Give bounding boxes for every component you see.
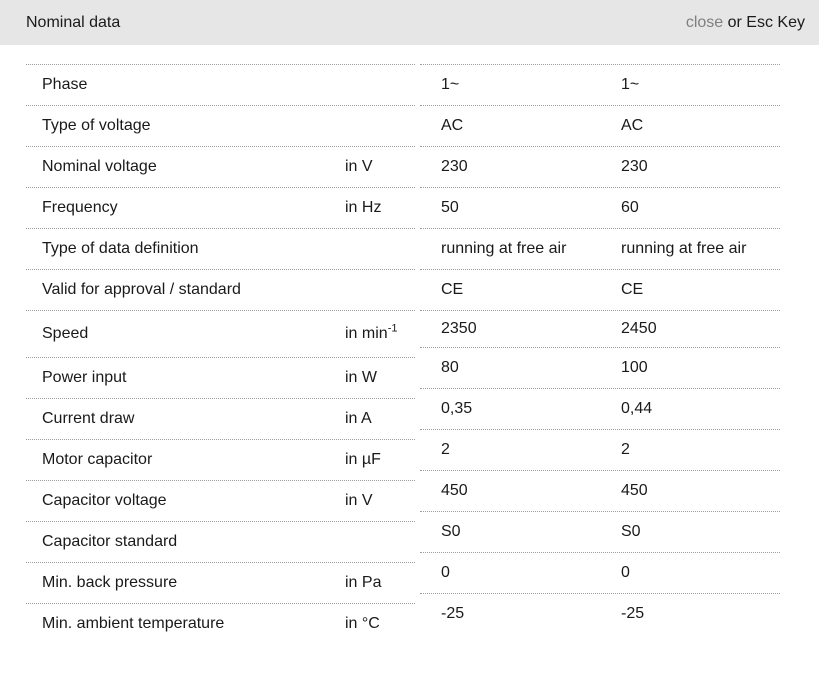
parameter-unit: in min-1 bbox=[345, 322, 398, 342]
value-variant-1: 230 bbox=[441, 158, 468, 175]
table-row-values: 0 0 bbox=[420, 552, 780, 593]
parameter-label: Type of voltage bbox=[42, 117, 151, 134]
table-row-parameter: Type of data definition bbox=[26, 228, 415, 269]
table-row-values: 80 100 bbox=[420, 347, 780, 388]
value-variant-2: 100 bbox=[621, 359, 648, 376]
value-variant-2: CE bbox=[621, 281, 644, 298]
parameter-unit: in Hz bbox=[345, 199, 382, 216]
table-row-parameter: Min. back pressure in Pa bbox=[26, 562, 415, 603]
value-variant-2: 0,44 bbox=[621, 400, 653, 417]
table-row-parameter: Min. ambient temperature in °C bbox=[26, 603, 415, 644]
value-variant-1: 450 bbox=[441, 482, 468, 499]
value-variant-2: -25 bbox=[621, 605, 645, 622]
nominal-data-table: Phase Type of voltage Nominal voltage in… bbox=[26, 64, 819, 644]
parameters-table: Phase Type of voltage Nominal voltage in… bbox=[26, 64, 415, 644]
parameter-label: Valid for approval / standard bbox=[42, 281, 241, 298]
value-variant-1: 1~ bbox=[441, 76, 460, 93]
value-variant-2: 1~ bbox=[621, 76, 640, 93]
value-variant-1: 2350 bbox=[441, 320, 477, 337]
table-row-values: 2 2 bbox=[420, 429, 780, 470]
parameter-label: Min. ambient temperature bbox=[42, 615, 225, 632]
table-row-values: 1~ 1~ bbox=[420, 64, 780, 105]
parameter-label: Current draw bbox=[42, 410, 135, 427]
parameter-unit: in °C bbox=[345, 615, 380, 632]
parameter-label: Nominal voltage bbox=[42, 158, 157, 175]
value-variant-1: 0,35 bbox=[441, 400, 473, 417]
parameter-label: Phase bbox=[42, 76, 88, 93]
close-link[interactable]: close bbox=[685, 13, 724, 31]
table-row-values: 2350 2450 bbox=[420, 310, 780, 347]
parameter-label: Capacitor standard bbox=[42, 533, 178, 550]
value-variant-2: 2450 bbox=[621, 320, 657, 337]
value-variant-2: running at free air bbox=[621, 240, 747, 257]
value-variant-1: AC bbox=[441, 117, 464, 134]
table-row-values: 0,35 0,44 bbox=[420, 388, 780, 429]
table-row-parameter: Power input in W bbox=[26, 357, 415, 398]
parameter-label: Type of data definition bbox=[42, 240, 199, 257]
table-row-parameter: Current draw in A bbox=[26, 398, 415, 439]
parameter-unit: in µF bbox=[345, 451, 381, 468]
table-row-parameter: Capacitor voltage in V bbox=[26, 480, 415, 521]
table-row-values: S0 S0 bbox=[420, 511, 780, 552]
esc-key-hint: or Esc Key bbox=[723, 13, 805, 31]
parameter-label: Capacitor voltage bbox=[42, 492, 167, 509]
dialog-title: Nominal data bbox=[26, 13, 121, 31]
value-variant-1: 50 bbox=[441, 199, 459, 216]
parameter-unit: in V bbox=[345, 158, 373, 175]
value-variant-1: running at free air bbox=[441, 240, 567, 257]
dialog-close-area: close or Esc Key bbox=[659, 0, 805, 50]
table-row-parameter: Speed in min-1 bbox=[26, 310, 415, 357]
parameter-label: Min. back pressure bbox=[42, 574, 178, 591]
values-table: 1~ 1~ AC AC 230 230 50 60 running at fre… bbox=[420, 64, 780, 634]
value-variant-2: AC bbox=[621, 117, 644, 134]
table-row-parameter: Motor capacitor in µF bbox=[26, 439, 415, 480]
value-variant-1: -25 bbox=[441, 605, 465, 622]
table-row-parameter: Nominal voltage in V bbox=[26, 146, 415, 187]
table-row-values: -25 -25 bbox=[420, 593, 780, 634]
parameter-unit: in W bbox=[345, 369, 377, 386]
table-row-parameter: Capacitor standard bbox=[26, 521, 415, 562]
table-row-values: 450 450 bbox=[420, 470, 780, 511]
table-row-values: CE CE bbox=[420, 269, 780, 310]
unit-superscript: -1 bbox=[387, 322, 398, 335]
value-variant-1: 0 bbox=[441, 564, 450, 581]
table-row-parameter: Phase bbox=[26, 64, 415, 105]
value-variant-2: 450 bbox=[621, 482, 648, 499]
parameter-unit: in Pa bbox=[345, 574, 382, 591]
table-row-parameter: Valid for approval / standard bbox=[26, 269, 415, 310]
parameter-unit: in V bbox=[345, 492, 373, 509]
value-variant-2: 0 bbox=[621, 564, 630, 581]
dialog-header: Nominal data close or Esc Key bbox=[0, 0, 819, 45]
parameter-unit: in A bbox=[345, 410, 372, 427]
value-variant-2: 60 bbox=[621, 199, 639, 216]
parameter-label: Power input bbox=[42, 369, 127, 386]
parameter-label: Speed bbox=[42, 325, 89, 342]
value-variant-1: 80 bbox=[441, 359, 459, 376]
value-variant-2: 230 bbox=[621, 158, 648, 175]
table-row-values: running at free air running at free air bbox=[420, 228, 780, 269]
value-variant-2: 2 bbox=[621, 441, 630, 458]
value-variant-1: CE bbox=[441, 281, 464, 298]
value-variant-2: S0 bbox=[621, 523, 641, 540]
table-row-parameter: Frequency in Hz bbox=[26, 187, 415, 228]
table-row-values: 50 60 bbox=[420, 187, 780, 228]
parameter-label: Frequency bbox=[42, 199, 118, 216]
value-variant-1: S0 bbox=[441, 523, 461, 540]
table-row-values: 230 230 bbox=[420, 146, 780, 187]
table-row-parameter: Type of voltage bbox=[26, 105, 415, 146]
parameter-label: Motor capacitor bbox=[42, 451, 153, 468]
value-variant-1: 2 bbox=[441, 441, 450, 458]
table-row-values: AC AC bbox=[420, 105, 780, 146]
